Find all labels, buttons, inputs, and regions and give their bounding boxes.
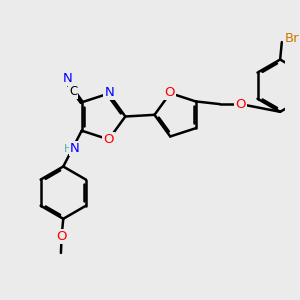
Text: O: O: [103, 133, 114, 146]
Text: O: O: [236, 98, 246, 111]
Text: H: H: [64, 144, 72, 154]
Text: O: O: [164, 86, 175, 99]
Text: N: N: [104, 86, 114, 99]
Text: O: O: [56, 230, 67, 243]
Text: Br: Br: [284, 32, 299, 45]
Text: N: N: [70, 142, 80, 155]
Text: N: N: [63, 72, 73, 86]
Text: C: C: [69, 85, 77, 98]
